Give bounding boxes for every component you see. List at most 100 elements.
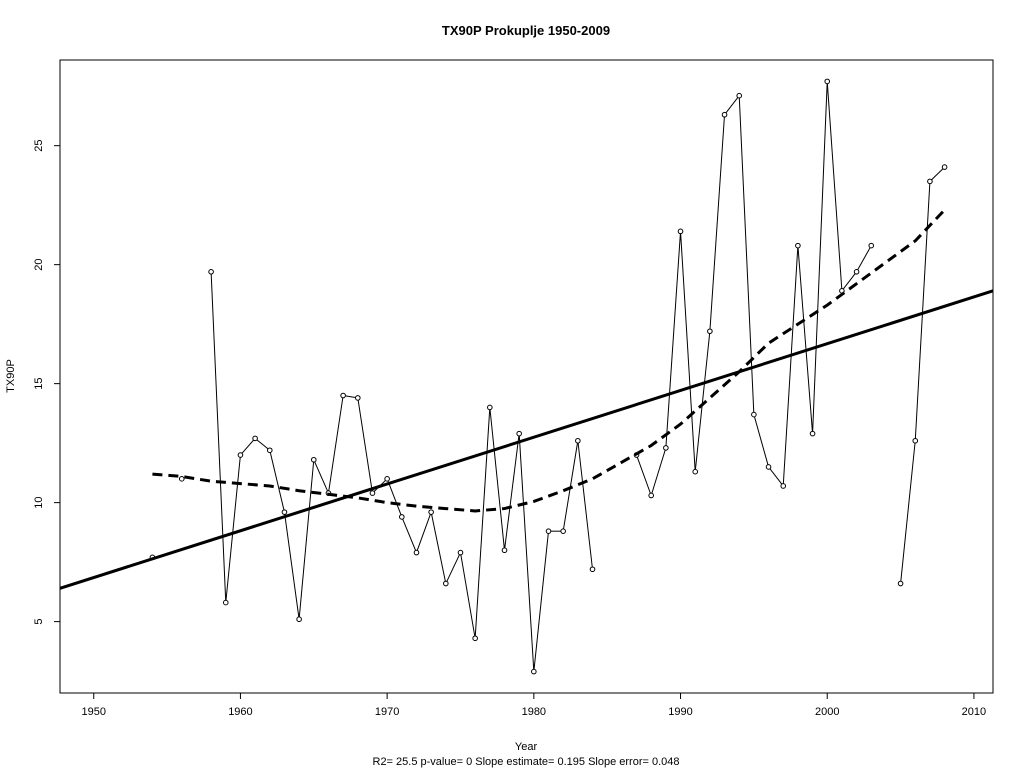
y-tick-label: 10: [33, 496, 45, 508]
data-point: [765, 464, 772, 470]
series-segment: [240, 438, 256, 456]
x-axis: 1950 1960 1970 1980 1990 2000 2010: [81, 693, 986, 718]
x-tick-label: 1950: [81, 706, 105, 718]
data-point: [310, 456, 317, 463]
series-segment: [929, 166, 945, 182]
data-point: [369, 490, 376, 496]
data-point: [692, 468, 699, 475]
data-point: [252, 435, 258, 442]
plot-frame: [59, 59, 994, 694]
data-point: [560, 528, 566, 534]
series-segment: [914, 181, 931, 441]
series-segment: [459, 552, 476, 639]
series-segment: [210, 271, 227, 603]
data-point: [941, 164, 948, 170]
data-point: [340, 392, 346, 399]
y-tick-label: 15: [33, 378, 45, 390]
data-point: [648, 492, 654, 499]
data-point: [677, 228, 684, 235]
chart-title: TX90P Prokuplje 1950-2009: [442, 23, 610, 38]
series-segment: [856, 245, 872, 273]
data-point: [457, 549, 464, 556]
series-segment: [577, 440, 594, 570]
series-segment: [812, 81, 828, 434]
data-point: [575, 437, 581, 444]
series-segment: [357, 397, 373, 494]
series-segment: [254, 437, 271, 451]
series-segment: [503, 433, 520, 551]
x-tick-label: 1960: [228, 706, 252, 718]
data-point: [178, 476, 185, 482]
x-tick-label: 1970: [375, 706, 399, 718]
data-point: [266, 447, 273, 454]
data-point: [281, 509, 288, 515]
data-point: [663, 445, 669, 451]
x-tick-label: 2000: [815, 706, 839, 718]
data-point: [824, 78, 831, 85]
data-point: [222, 599, 229, 606]
data-point: [501, 547, 508, 554]
data-point: [721, 111, 728, 118]
data-point: [472, 635, 478, 642]
data-point: [589, 566, 596, 573]
data-point: [809, 430, 816, 437]
series-segment: [724, 95, 740, 116]
data-point: [208, 268, 214, 275]
data-point: [795, 242, 801, 249]
linear-trend-line: [59, 289, 994, 590]
series-segment: [782, 245, 799, 486]
series-segment: [665, 231, 682, 448]
y-axis: 5 10 15 20 25: [33, 140, 60, 625]
data-point: [384, 476, 390, 482]
series-segment: [680, 231, 696, 472]
series-segment: [753, 414, 770, 468]
series-segment: [327, 395, 344, 494]
y-tick-label: 20: [33, 259, 45, 271]
series-segment: [298, 459, 315, 620]
series-segment: [841, 271, 857, 292]
data-point: [853, 268, 860, 275]
data-point: [897, 580, 904, 587]
data-point: [487, 404, 493, 411]
series-segment: [533, 531, 550, 672]
series-segment: [401, 516, 417, 553]
series-segment: [650, 447, 667, 496]
data-point: [545, 528, 552, 534]
series-segment: [636, 454, 652, 496]
series-segment: [709, 114, 726, 332]
series-segment: [386, 478, 403, 518]
data-point: [428, 509, 434, 515]
x-axis-label: Year: [515, 741, 538, 753]
y-axis-label: TX90P: [5, 359, 17, 393]
y-tick-label: 25: [33, 140, 45, 152]
series-segment: [489, 407, 505, 551]
x-tick-label: 1980: [522, 706, 546, 718]
data-point: [516, 430, 522, 437]
series-segment: [269, 450, 285, 513]
series-segment: [474, 407, 491, 639]
y-tick-label: 5: [33, 619, 45, 625]
smoothed-trend-line: [152, 208, 946, 513]
series-segment: [900, 440, 916, 584]
data-point: [927, 178, 933, 185]
series-segment: [313, 459, 329, 494]
data-point: [780, 483, 787, 489]
data-point: [237, 452, 244, 458]
series-segment: [694, 331, 711, 472]
data-point: [751, 411, 757, 418]
data-point: [531, 668, 537, 675]
series-segment: [826, 81, 843, 291]
series-segment: [283, 512, 300, 620]
data-point: [399, 514, 405, 520]
data-point: [296, 616, 302, 623]
series-layer: [59, 78, 994, 675]
series-segment: [797, 245, 814, 434]
data-point: [443, 580, 449, 587]
x-tick-label: 1990: [668, 706, 692, 718]
data-point: [912, 437, 919, 444]
series-segment: [518, 433, 535, 672]
data-point: [354, 395, 361, 401]
series-segment: [430, 512, 447, 584]
x-tick-label: 2010: [962, 706, 986, 718]
